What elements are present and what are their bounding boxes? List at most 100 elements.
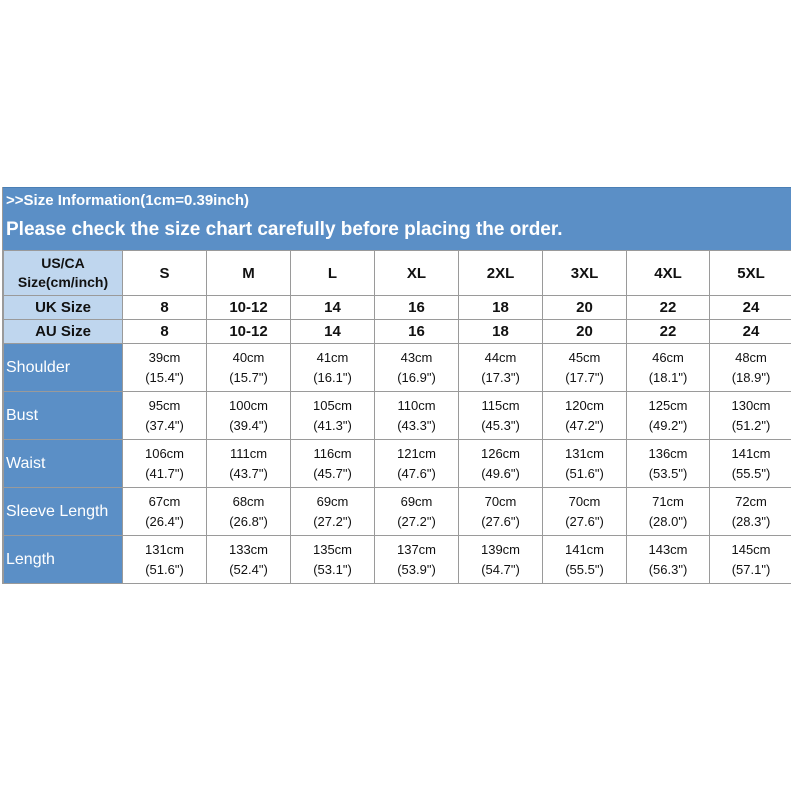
inch-value: (15.4") — [145, 369, 184, 385]
uk-sizes-cell: 10-12 — [206, 295, 291, 320]
cm-value: 95cm — [148, 397, 181, 413]
inch-value: (26.8") — [229, 513, 268, 529]
au-sizes-cell: 8 — [122, 319, 207, 344]
inch-value: (55.5") — [565, 561, 604, 577]
cm-value: 137cm — [396, 541, 437, 557]
uk-sizes-cell: 8 — [122, 295, 207, 320]
measurement-cell: 131cm (51.6") — [122, 535, 207, 584]
cm-value: 40cm — [232, 349, 265, 365]
inch-value: (53.9") — [397, 561, 436, 577]
sizes-cell: L — [290, 250, 375, 296]
inch-value: (17.3") — [481, 369, 520, 385]
measurement-label: Length — [3, 535, 123, 584]
inch-value: (51.6") — [145, 561, 184, 577]
inch-value: (37.4") — [145, 417, 184, 433]
measurement-cell: 41cm (16.1") — [290, 343, 375, 392]
inch-value: (55.5") — [731, 465, 771, 481]
measurement-cell: 116cm (45.7") — [290, 439, 375, 488]
au-sizes-cell: 24 — [709, 319, 791, 344]
cm-value: 105cm — [312, 397, 353, 413]
cm-value: 131cm — [144, 541, 185, 557]
sizes-cell: S — [122, 250, 207, 296]
inch-value: (45.3") — [481, 417, 520, 433]
cm-value: 131cm — [564, 445, 605, 461]
inch-value: (17.7") — [565, 369, 604, 385]
cm-value: 143cm — [648, 541, 688, 557]
size-notice: Please check the size chart carefully be… — [6, 219, 563, 240]
uk-size-row: UK Size 8 10-12 14 16 18 20 22 24 — [3, 295, 791, 320]
cm-value: 106cm — [144, 445, 185, 461]
cm-value: 141cm — [731, 445, 771, 461]
cm-value: 110cm — [397, 397, 436, 413]
inch-value: (27.6") — [481, 513, 520, 529]
measurement-cell: 72cm (28.3") — [709, 487, 791, 536]
measurement-cell: 106cm (41.7") — [122, 439, 207, 488]
us-ca-label-line2: Size(cm/inch) — [17, 274, 109, 290]
cm-value: 41cm — [316, 349, 349, 365]
cm-value: 125cm — [648, 397, 688, 413]
cm-value: 141cm — [564, 541, 605, 557]
measurement-cell: 105cm (41.3") — [290, 391, 375, 440]
measurement-row: Sleeve Length 67cm (26.4") 68cm (26.8") 69cm (… — [3, 487, 791, 536]
inch-value: (28.0") — [648, 513, 688, 529]
measurement-cell: 139cm (54.7") — [458, 535, 543, 584]
measurement-cell: 40cm (15.7") — [206, 343, 291, 392]
cm-value: 39cm — [148, 349, 181, 365]
measurement-label: Sleeve Length — [3, 487, 123, 536]
cm-value: 135cm — [312, 541, 353, 557]
measurement-cell: 69cm (27.2") — [290, 487, 375, 536]
measurement-cell: 133cm (52.4") — [206, 535, 291, 584]
au-sizes-cell: 10-12 — [206, 319, 291, 344]
inch-value: (53.1") — [313, 561, 352, 577]
measurement-cell: 137cm (53.9") — [374, 535, 459, 584]
inch-value: (51.2") — [731, 417, 771, 433]
cm-value: 44cm — [484, 349, 517, 365]
measurement-cell: 145cm (57.1") — [709, 535, 791, 584]
inch-value: (51.6") — [565, 465, 604, 481]
measurement-cell: 67cm (26.4") — [122, 487, 207, 536]
cm-value: 115cm — [481, 397, 520, 413]
measurement-cell: 115cm (45.3") — [458, 391, 543, 440]
inch-value: (49.6") — [481, 465, 520, 481]
measurement-cell: 70cm (27.6") — [458, 487, 543, 536]
inch-value: (16.9") — [397, 369, 436, 385]
measurement-cell: 45cm (17.7") — [542, 343, 627, 392]
measurement-cell: 95cm (37.4") — [122, 391, 207, 440]
measurement-cell: 100cm (39.4") — [206, 391, 291, 440]
inch-value: (54.7") — [481, 561, 520, 577]
cm-value: 68cm — [232, 493, 265, 509]
cm-value: 121cm — [396, 445, 437, 461]
measurement-label: Waist — [3, 439, 123, 488]
cm-value: 70cm — [568, 493, 601, 509]
inch-value: (43.3") — [397, 417, 436, 433]
sizes-cell: 4XL — [626, 250, 710, 296]
measurement-cell: 126cm (49.6") — [458, 439, 543, 488]
au-size-label: AU Size — [3, 319, 123, 344]
cm-value: 133cm — [228, 541, 269, 557]
size-information-title: >>Size Information(1cm=0.39inch) — [6, 192, 249, 209]
inch-value: (57.1") — [731, 561, 771, 577]
au-size-row: AU Size 8 10-12 14 16 18 20 22 24 — [3, 319, 791, 344]
measurement-row: Waist 106cm (41.7") 111cm (43.7") 116cm (45.7"… — [3, 439, 791, 488]
chart-header: >>Size Information(1cm=0.39inch) Please … — [3, 187, 791, 250]
measurement-label: Bust — [3, 391, 123, 440]
sizes-cell: 5XL — [709, 250, 791, 296]
size-chart: >>Size Information(1cm=0.39inch) Please … — [2, 187, 791, 584]
cm-value: 48cm — [735, 349, 767, 365]
inch-value: (56.3") — [648, 561, 688, 577]
inch-value: (47.2") — [565, 417, 604, 433]
inch-value: (27.2") — [397, 513, 436, 529]
inch-value: (45.7") — [313, 465, 352, 481]
inch-value: (41.3") — [313, 417, 352, 433]
cm-value: 136cm — [648, 445, 688, 461]
uk-sizes-cell: 16 — [374, 295, 459, 320]
measurement-cell: 141cm (55.5") — [542, 535, 627, 584]
cm-value: 67cm — [148, 493, 181, 509]
measurement-cell: 131cm (51.6") — [542, 439, 627, 488]
measurement-cell: 125cm (49.2") — [626, 391, 710, 440]
cm-value: 45cm — [568, 349, 601, 365]
measurement-cell: 141cm (55.5") — [709, 439, 791, 488]
us-ca-size-label: US/CA Size(cm/inch) — [3, 250, 123, 296]
inch-value: (18.9") — [731, 369, 771, 385]
inch-value: (15.7") — [229, 369, 268, 385]
